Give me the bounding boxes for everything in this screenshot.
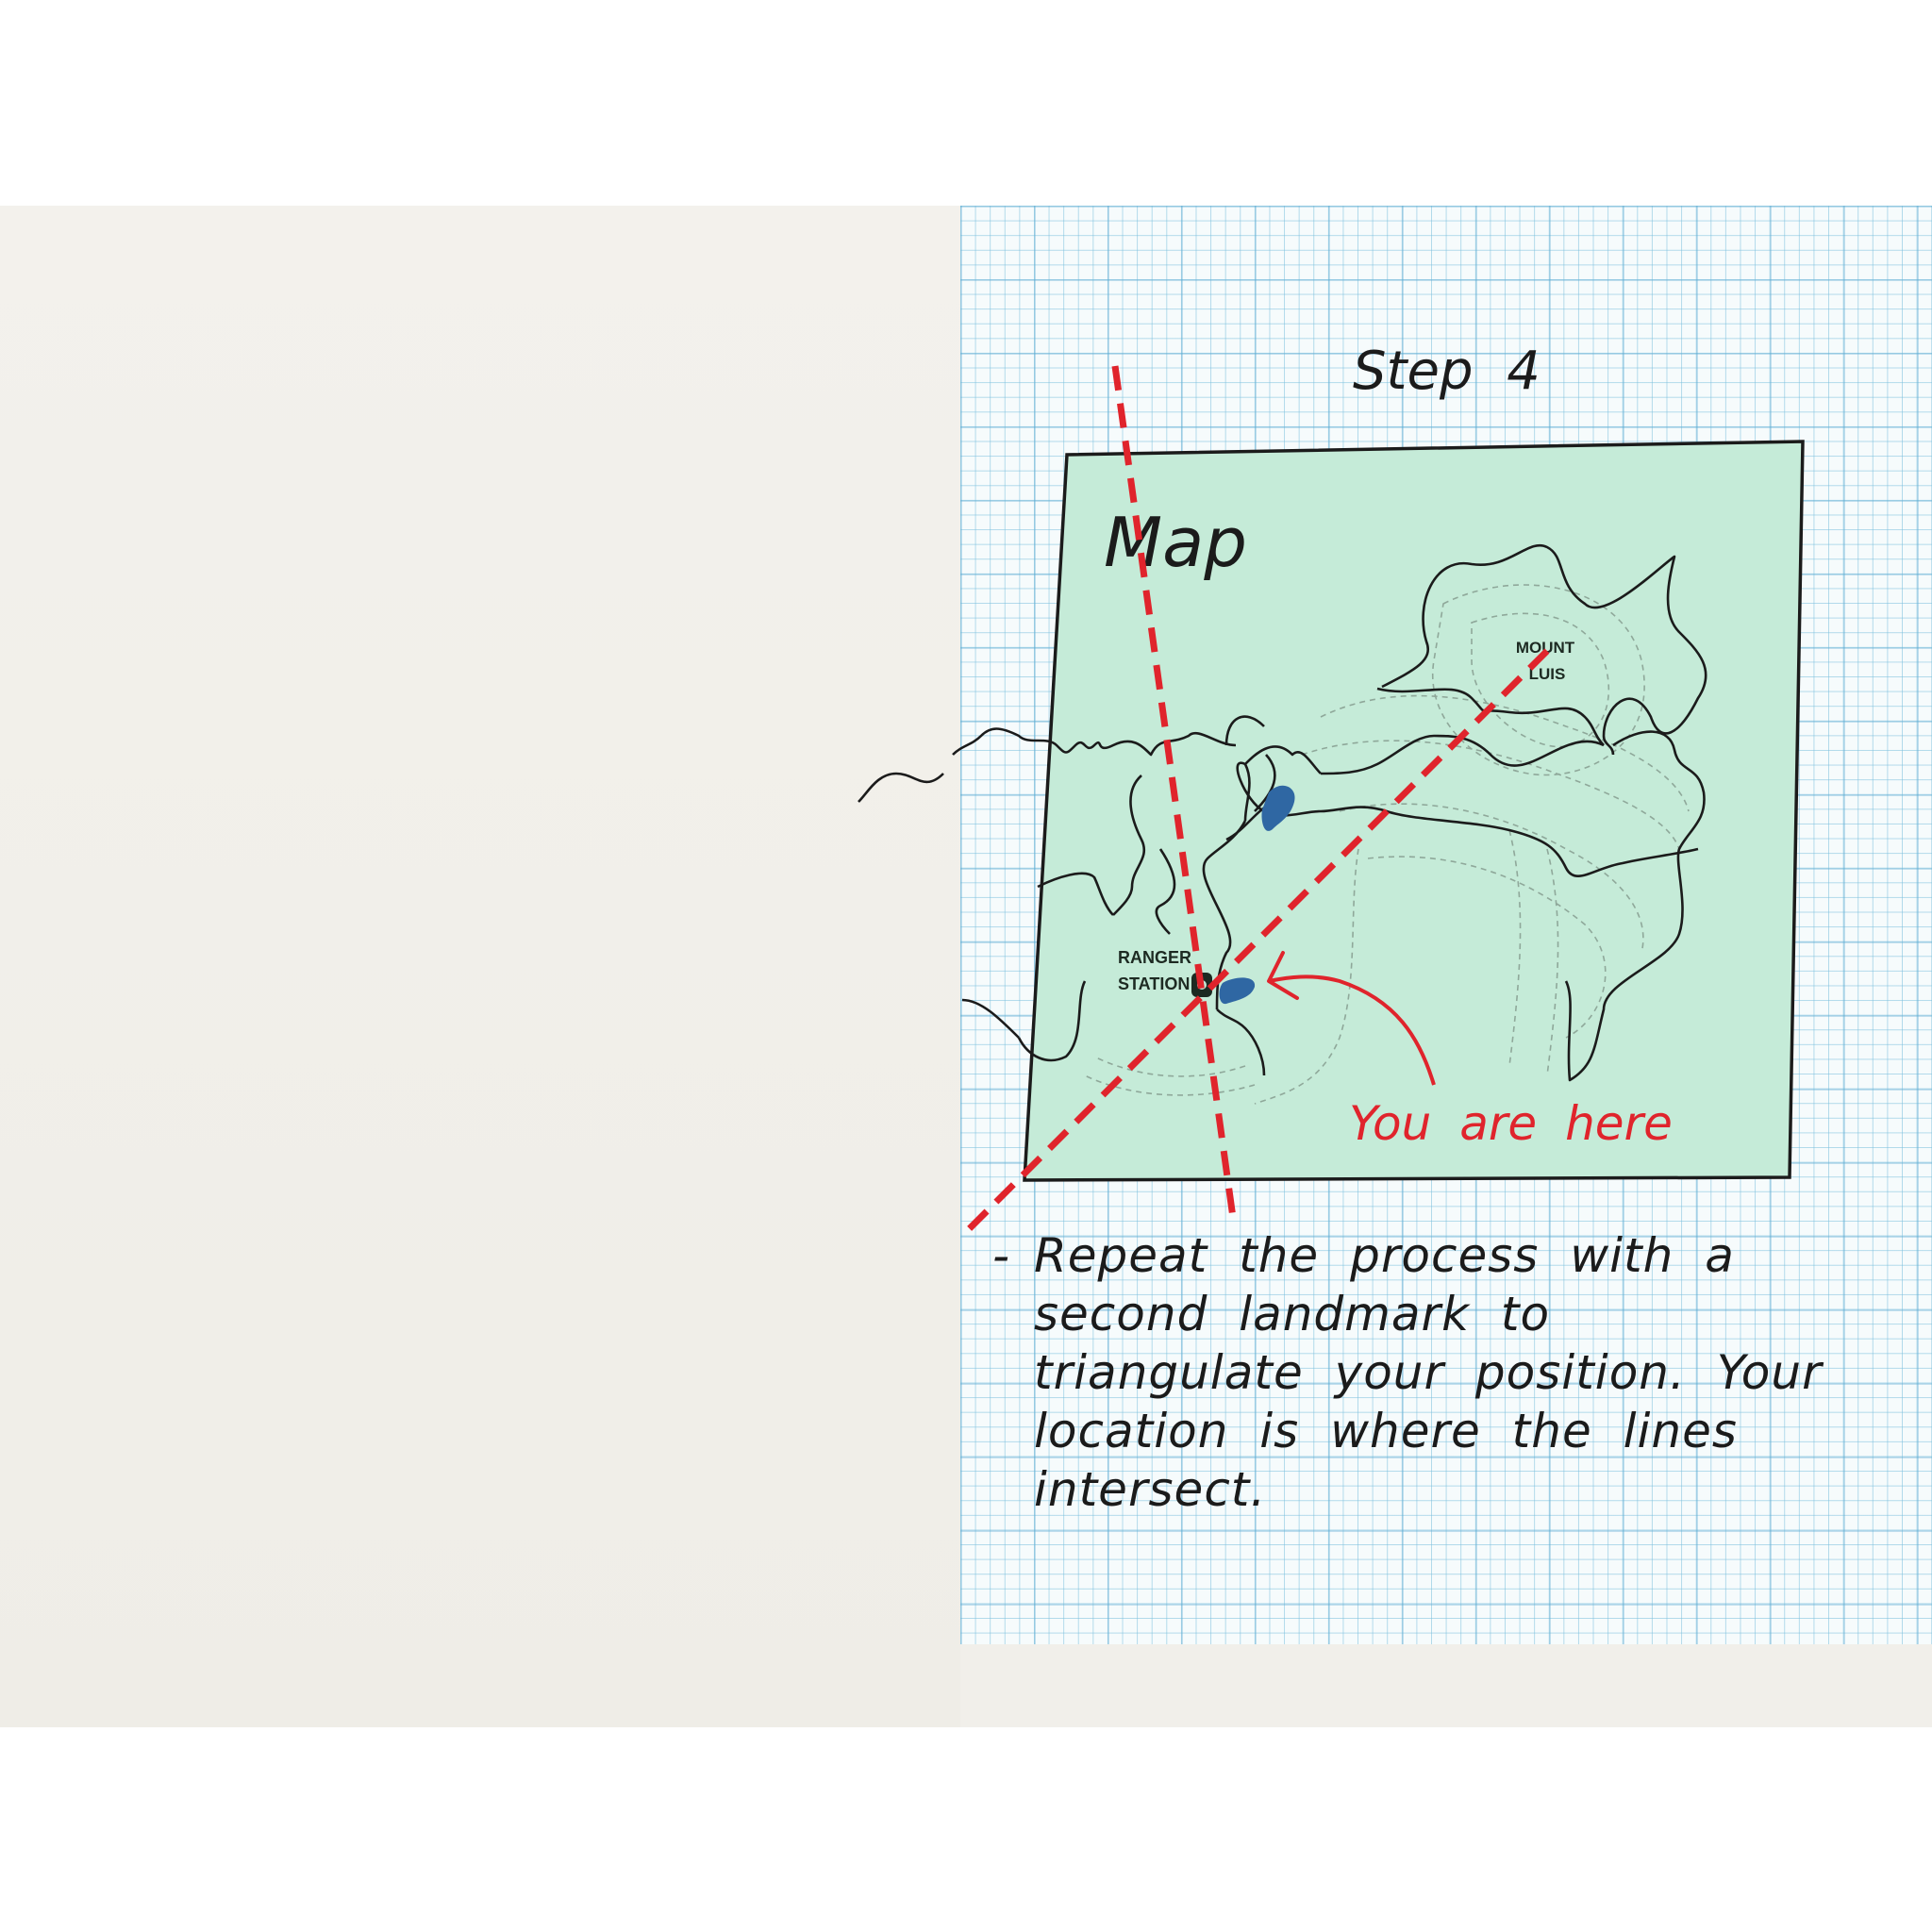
mount-label-line2: LUIS [1529, 665, 1566, 683]
map-title: Map [1104, 503, 1247, 582]
bullet-dash: - [992, 1228, 1011, 1283]
step-title: Step 4 [1353, 341, 1541, 402]
page-bottom-margin [960, 1644, 1932, 1727]
left-page-blank [0, 206, 960, 1727]
contour-lines [1084, 584, 1690, 1105]
bearing-line-ranger [1111, 365, 1238, 1225]
instruction-text: Repeat the process with a second landmar… [1034, 1228, 1823, 1517]
you-are-here-arrow [1268, 974, 1436, 1086]
lake-south-icon [1219, 977, 1256, 1005]
ranger-label-line2: STATION [1118, 974, 1190, 993]
bearing-line-mount [959, 648, 1550, 1239]
you-are-here-label: You are here [1349, 1096, 1673, 1151]
terrain-outline [858, 544, 1707, 1082]
instruction-text-block: - Repeat the process with a second landm… [992, 1226, 1841, 1519]
ranger-label-line1: RANGER [1118, 948, 1191, 967]
lake-north-icon [1261, 785, 1295, 831]
mount-label-line1: MOUNT [1516, 639, 1575, 657]
